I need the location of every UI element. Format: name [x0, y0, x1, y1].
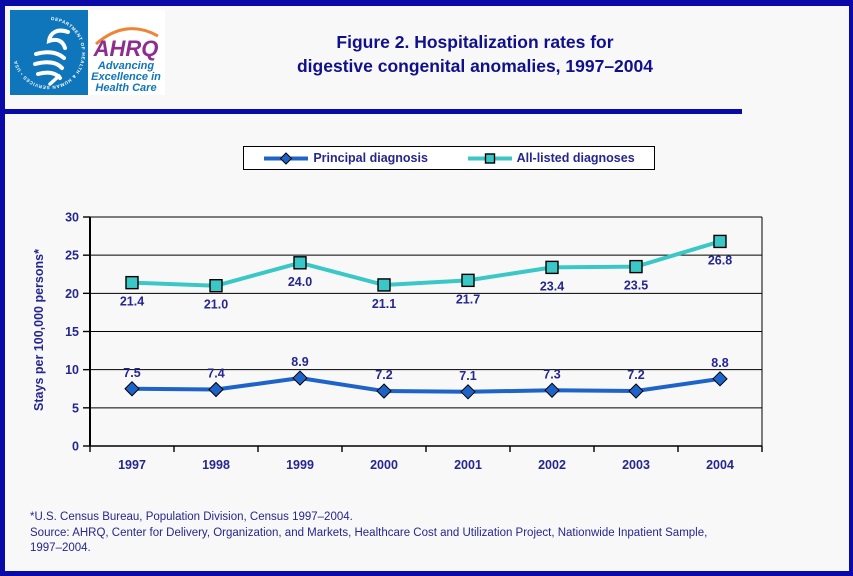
data-label: 7.4 — [207, 367, 224, 381]
y-tick-label: 0 — [72, 440, 79, 454]
x-tick-label: 1999 — [286, 458, 314, 472]
logo-tagline-1: Advancing — [97, 60, 155, 72]
square-marker-icon — [713, 234, 727, 249]
y-tick-label: 25 — [65, 249, 79, 263]
footnotes: *U.S. Census Bureau, Population Division… — [30, 510, 830, 557]
data-label: 23.5 — [624, 279, 648, 293]
logo-tagline-3: Health Care — [95, 82, 156, 94]
diamond-marker-icon — [628, 383, 644, 399]
x-tick-label: 2002 — [538, 458, 566, 472]
square-marker-icon — [545, 260, 559, 275]
figure-title-line2: digestive congenital anomalies, 1997–200… — [296, 56, 653, 76]
footnote-source-cont: 1997–2004. — [30, 542, 91, 554]
square-marker-icon — [467, 152, 512, 164]
data-label: 7.2 — [627, 368, 644, 382]
series-line — [131, 239, 721, 288]
diamond-marker-icon — [376, 383, 392, 399]
data-label: 7.3 — [543, 367, 560, 381]
figure-title-line1: Figure 2. Hospitalization rates for — [336, 32, 614, 52]
chart-legend: Principal diagnosis All-listed diagnoses — [243, 146, 655, 170]
diamond-marker-icon — [124, 381, 140, 397]
diamond-marker-icon — [460, 384, 476, 400]
x-tick-label: 2000 — [370, 458, 398, 472]
data-label: 21.7 — [456, 292, 480, 306]
legend-label-all-listed: All-listed diagnoses — [516, 151, 635, 165]
ahrq-wordmark: AHRQ Advancing Excellence in Health Care — [91, 27, 161, 94]
data-label: 8.8 — [711, 356, 728, 370]
x-tick-label: 2004 — [706, 458, 734, 472]
header-divider — [5, 109, 742, 114]
ahrq-hhs-logo: DEPARTMENT OF HEALTH & HUMAN SERVICES • … — [10, 10, 165, 95]
data-label: 7.5 — [123, 366, 140, 380]
diamond-marker-icon — [544, 382, 560, 398]
square-marker-icon — [293, 256, 307, 270]
data-label: 21.0 — [204, 298, 228, 312]
diamond-marker-icon — [208, 381, 224, 398]
legend-item-all-listed: All-listed diagnoses — [467, 151, 635, 165]
data-label: 26.8 — [708, 253, 732, 267]
ahrq-arc-icon — [95, 27, 159, 46]
square-marker-icon — [377, 278, 391, 292]
data-label: 24.0 — [288, 275, 312, 289]
footnote-census: *U.S. Census Bureau, Population Division… — [30, 511, 353, 523]
series-line — [131, 376, 721, 394]
x-tick-label: 1998 — [202, 458, 230, 472]
data-label: 21.4 — [120, 295, 144, 309]
chart-area: 0 5 10 15 20 25 30 1997 1998 1999 2000 2001 2002 2003… — [25, 185, 815, 495]
x-tick-label: 1997 — [118, 458, 146, 472]
legend-label-principal: Principal diagnosis — [313, 151, 428, 165]
square-marker-icon — [209, 278, 223, 293]
logo-tagline-2: Excellence in — [91, 71, 161, 83]
y-tick-label: 10 — [65, 363, 79, 377]
figure-title: Figure 2. Hospitalization rates for dige… — [165, 30, 785, 78]
y-tick-label: 30 — [65, 211, 79, 225]
diamond-marker-icon — [292, 370, 308, 386]
y-axis-title: Stays per 100,000 persons* — [32, 249, 46, 411]
data-label: 21.1 — [372, 297, 396, 311]
data-label: 7.1 — [459, 369, 476, 383]
y-tick-label: 5 — [72, 401, 79, 415]
diamond-marker-icon — [264, 151, 309, 165]
ahrq-logo-text: AHRQ — [93, 36, 159, 61]
square-marker-icon — [484, 152, 495, 164]
square-marker-icon — [125, 275, 139, 290]
data-label: 7.2 — [375, 368, 392, 382]
diamond-marker-icon — [712, 371, 728, 387]
y-tick-label: 20 — [65, 287, 79, 301]
data-label: 8.9 — [291, 355, 308, 369]
data-label: 23.4 — [540, 279, 564, 293]
x-tick-label: 2003 — [622, 458, 650, 472]
x-tick-label: 2001 — [454, 458, 482, 472]
footnote-source: Source: AHRQ, Center for Delivery, Organ… — [30, 526, 708, 539]
square-marker-icon — [461, 273, 475, 288]
legend-item-principal: Principal diagnosis — [263, 151, 428, 165]
diamond-marker-icon — [280, 151, 293, 165]
y-tick-label: 15 — [65, 325, 79, 339]
square-marker-icon — [629, 259, 643, 274]
line-chart: 0 5 10 15 20 25 30 1997 1998 1999 2000 2001 2002 2003… — [65, 211, 763, 472]
